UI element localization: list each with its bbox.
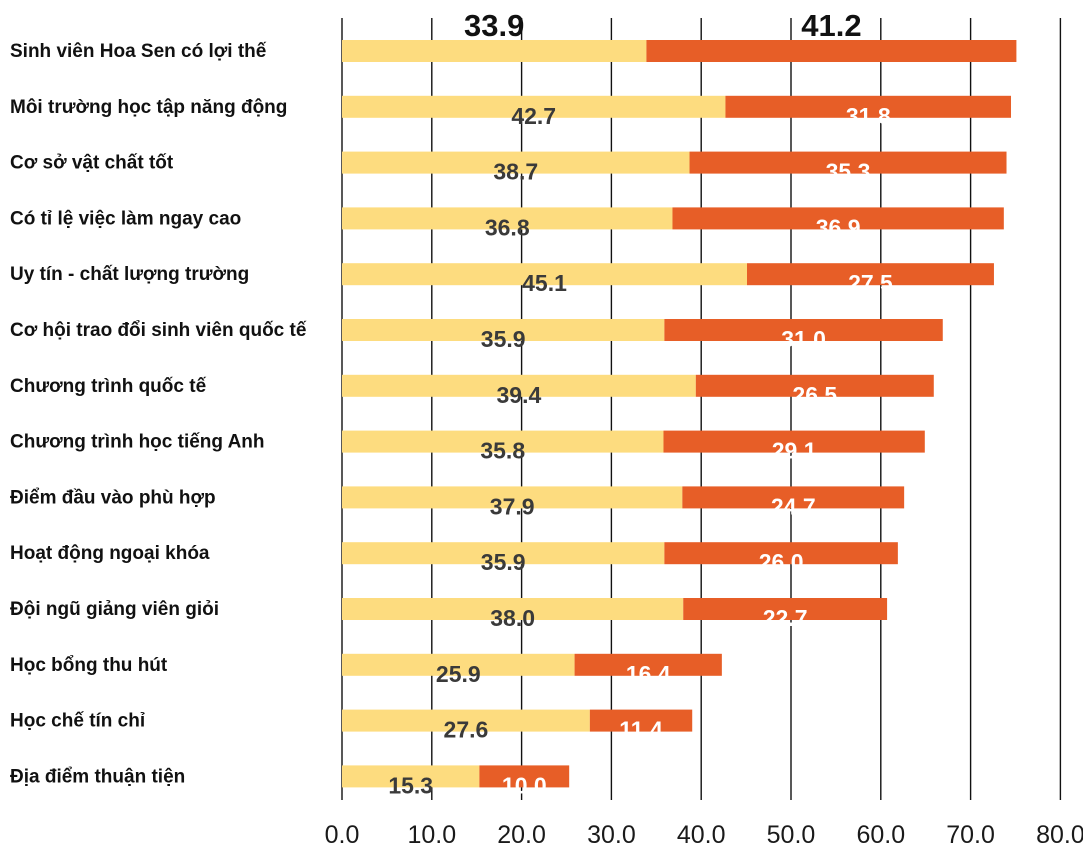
bar-segment-series-1 (342, 319, 665, 341)
bar-segment-series-2 (672, 207, 1004, 230)
data-label: 38.7 (493, 159, 538, 185)
data-label: 38.0 (490, 605, 535, 631)
x-tick-label: 70.0 (946, 821, 995, 844)
bar-segment-series-1 (342, 374, 696, 397)
bar-segment-series-2 (689, 151, 1007, 174)
x-tick-label: 30.0 (587, 821, 636, 844)
data-label: 16.4 (626, 661, 671, 687)
bar-segment-series-2 (664, 542, 898, 565)
data-label: 35.9 (481, 326, 526, 352)
category-label: Cơ sở vật chất tốt (10, 153, 174, 174)
data-label: 31.0 (781, 326, 826, 352)
x-tick-label: 80.0 (1036, 821, 1083, 844)
data-label: 25.9 (436, 661, 481, 687)
category-label: Cơ hội trao đổi sinh viên quốc tế (10, 320, 307, 341)
category-label: Chương trình quốc tế (10, 376, 207, 397)
data-label: 36.8 (485, 214, 530, 240)
bar-segment-series-2 (695, 374, 934, 397)
x-tick-label: 40.0 (677, 821, 726, 844)
bar-segment-series-2 (663, 430, 925, 453)
bar-segment-series-2 (479, 765, 570, 788)
x-tick-label: 0.0 (325, 821, 360, 844)
category-label: Điểm đầu vào phù hợp (10, 487, 216, 508)
data-label: 33.9 (464, 8, 524, 43)
bar-segment-series-2 (574, 653, 722, 676)
category-label: Đội ngũ giảng viên giỏi (10, 599, 219, 620)
bar-segment-series-1 (342, 765, 480, 788)
data-label: 41.2 (801, 8, 861, 43)
data-label: 36.9 (816, 214, 861, 240)
category-label: Môi trường học tập năng động (10, 97, 287, 118)
x-axis-tick-labels: 0.0 10.0 20.0 30.0 40.0 50.0 60.0 70.0 80.0 (325, 821, 1083, 849)
bar-segment-series-2 (682, 486, 905, 509)
category-label: Hoạt động ngoại khóa (10, 543, 210, 564)
bar-segment-series-2 (725, 95, 1012, 118)
bar-segment-series-1 (342, 207, 673, 230)
data-label: 45.1 (522, 270, 567, 296)
bar-segment-series-1 (342, 542, 665, 565)
data-label: 42.7 (511, 103, 556, 129)
data-label: 31.8 (846, 103, 891, 129)
x-tick-label: 50.0 (767, 821, 816, 844)
bar-segment-series-2 (589, 709, 693, 732)
data-label: 26.5 (792, 382, 837, 408)
category-label: Học chế tín chỉ (10, 711, 145, 732)
bars (342, 40, 1017, 788)
data-label: 27.5 (848, 270, 893, 296)
x-tick-label: 60.0 (856, 821, 905, 844)
category-labels: Sinh viên Hoa Sen có lợi thế Môi trường h… (10, 41, 307, 787)
category-label: Chương trình học tiếng Anh (10, 432, 265, 453)
category-label: Địa điểm thuận tiện (10, 766, 185, 787)
bar-segment-series-1 (342, 486, 683, 509)
data-label: 29.1 (772, 438, 817, 464)
x-tick-label: 20.0 (497, 821, 546, 844)
category-label: Uy tín - chất lượng trường (10, 264, 249, 285)
bar-segment-series-1 (342, 95, 726, 118)
data-label: 27.6 (444, 717, 489, 743)
bar-segment-series-2 (646, 40, 1017, 62)
data-label: 22.7 (763, 605, 808, 631)
gridlines (341, 18, 1062, 800)
bar-segment-series-1 (342, 430, 664, 453)
data-label: 10.0 (502, 772, 547, 798)
bar-segment-series-2 (746, 263, 994, 286)
bar-segment-series-1 (342, 653, 575, 676)
bar-segment-series-1 (342, 263, 747, 286)
bar-segment-series-1 (342, 151, 690, 174)
category-label: Có tỉ lệ việc làm ngay cao (10, 208, 241, 229)
category-label: Học bổng thu hút (10, 655, 168, 676)
data-label: 35.8 (480, 438, 525, 464)
data-label: 35.9 (481, 549, 526, 575)
data-label: 37.9 (490, 493, 535, 519)
data-label: 24.7 (771, 493, 816, 519)
bar-segment-series-1 (342, 709, 590, 732)
category-label: Sinh viên Hoa Sen có lợi thế (10, 41, 267, 62)
bar-segment-series-2 (683, 598, 888, 620)
bar-segment-series-1 (342, 598, 684, 620)
data-label: 39.4 (497, 382, 542, 408)
x-tick-label: 10.0 (407, 821, 456, 844)
data-label: 15.3 (388, 772, 433, 798)
data-labels: 33.9 41.2 42.7 31.8 38.7 35.3 36.8 36.9 45.1 27.5… (388, 8, 893, 798)
bar-segment-series-1 (342, 40, 647, 62)
data-label: 11.4 (619, 717, 663, 743)
data-label: 35.3 (826, 159, 871, 185)
bar-segment-series-2 (664, 319, 943, 341)
data-label: 26.0 (759, 549, 804, 575)
